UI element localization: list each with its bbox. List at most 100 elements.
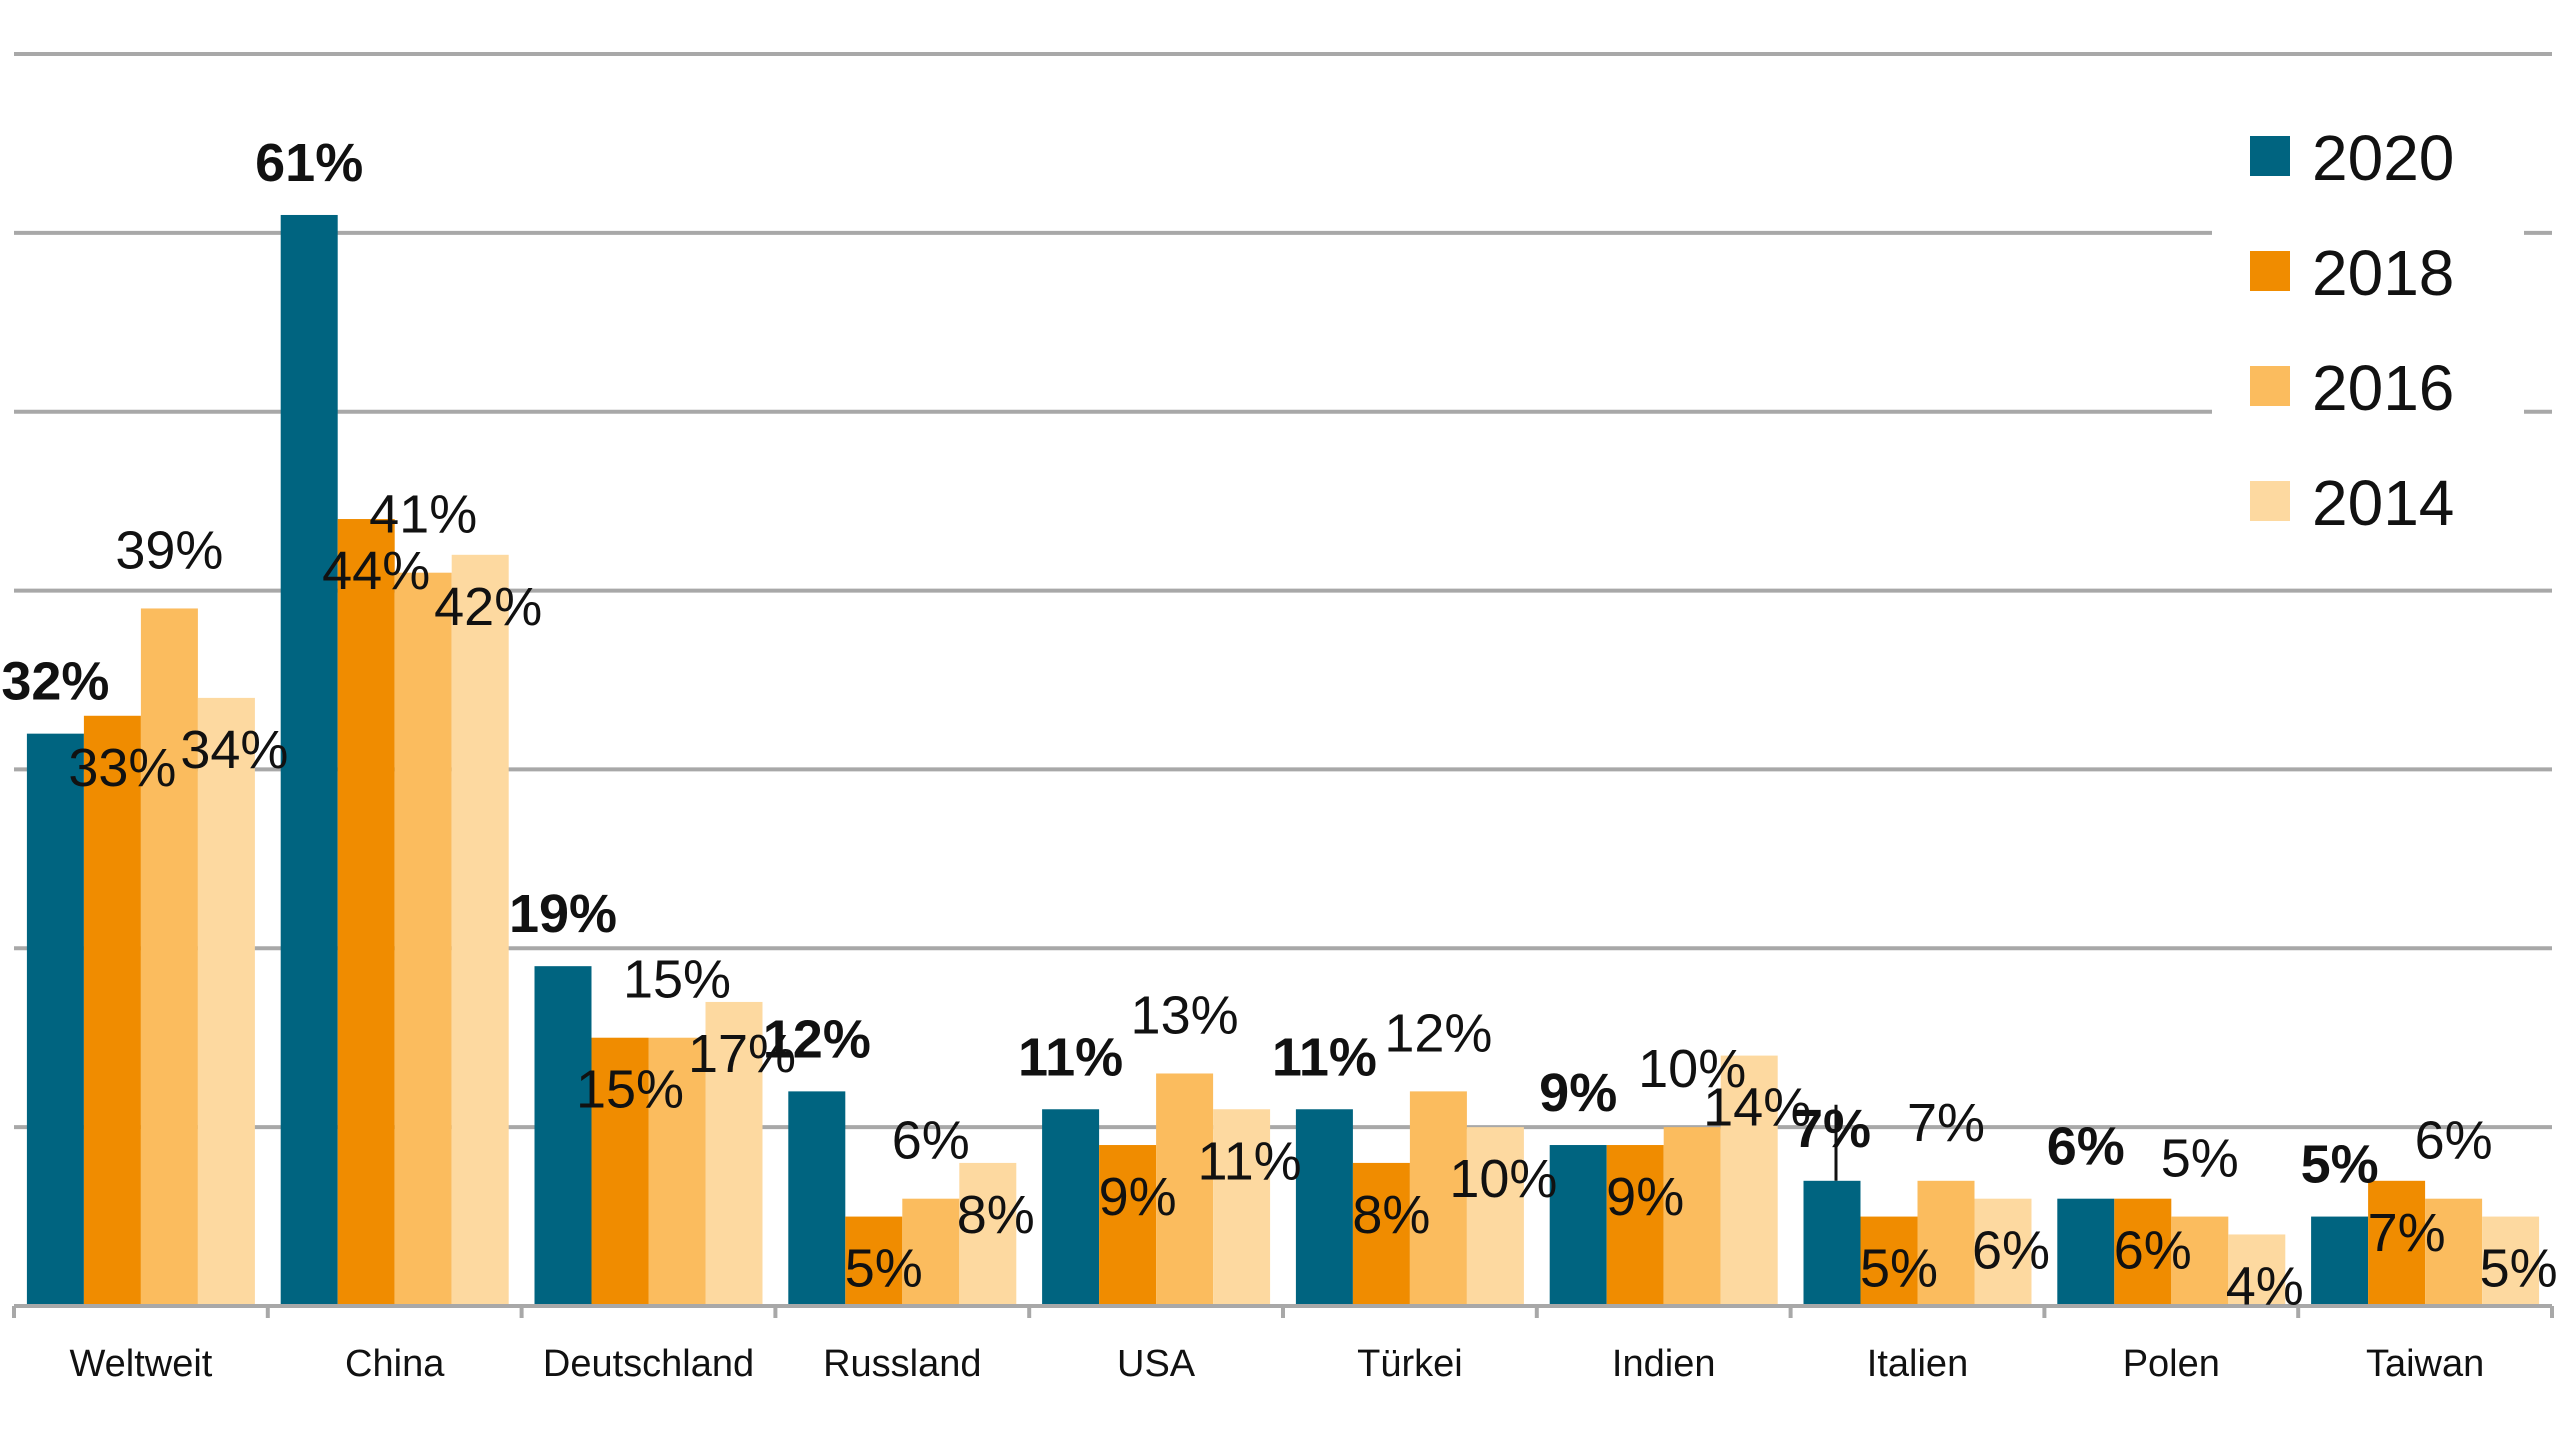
data-label-2020: 19% (509, 884, 617, 944)
bar-2020 (1549, 1145, 1607, 1306)
data-label-2018: 33% (68, 738, 176, 798)
data-label-2014: 4% (2226, 1256, 2304, 1316)
data-label-2020: 11% (1272, 1027, 1377, 1087)
data-label-2016: 6% (2415, 1111, 2493, 1171)
legend: 2020 2018 2016 2014 (2212, 92, 2524, 552)
bar-2018 (1606, 1145, 1664, 1306)
bar-2016 (2425, 1198, 2483, 1306)
data-label-2016: 6% (892, 1111, 970, 1171)
data-label-2018: 7% (2368, 1203, 2446, 1263)
data-label-2016: 13% (1131, 985, 1239, 1045)
data-label-2014: 34% (180, 720, 288, 780)
data-label-2020: 61% (255, 133, 363, 193)
bar-2014 (197, 697, 255, 1306)
category-label: Italien (1867, 1343, 1968, 1385)
data-label-2016: 5% (2161, 1129, 2239, 1189)
category-label: Polen (2123, 1343, 2220, 1385)
bar-2014 (1466, 1127, 1524, 1306)
bar-2020 (2057, 1198, 2115, 1306)
data-label-2018: 15% (576, 1060, 684, 1120)
legend-swatch-2020 (2250, 136, 2290, 176)
bar-2018 (83, 715, 141, 1306)
bar-2018 (2368, 1180, 2426, 1306)
legend-swatch-2018 (2250, 251, 2290, 291)
bar-2020 (26, 733, 84, 1306)
bar-2018 (1099, 1145, 1157, 1306)
bar-2018 (591, 1037, 649, 1306)
bar-2014 (1213, 1109, 1271, 1306)
data-label-2016: 12% (1384, 1003, 1492, 1063)
data-label-2014: 8% (957, 1185, 1035, 1245)
data-label-2016: 15% (623, 950, 731, 1010)
x-axis (12, 1304, 2554, 1318)
bar-2016 (140, 608, 198, 1306)
bar-2014 (1720, 1055, 1778, 1306)
category-label: Taiwan (2366, 1343, 2484, 1385)
bar-2020 (2311, 1216, 2369, 1306)
bar-2016 (1156, 1073, 1214, 1306)
data-label-2020: 9% (1539, 1063, 1617, 1123)
data-label-2020: 7% (1793, 1099, 1871, 1159)
category-label: China (345, 1343, 445, 1385)
bar-2016 (902, 1198, 960, 1306)
data-label-2020: 12% (763, 1009, 871, 1069)
category-label: Deutschland (543, 1343, 754, 1385)
bar-2018 (1860, 1216, 1918, 1306)
data-label-2014: 6% (1972, 1221, 2050, 1281)
bar-2020 (788, 1091, 846, 1306)
bar-2020 (534, 966, 592, 1306)
category-labels: Weltweit China Deutschland Russland USA Türke… (69, 1343, 2484, 1385)
data-label-2014: 17% (688, 1024, 796, 1084)
data-label-2018: 5% (845, 1239, 923, 1299)
data-label-2014: 42% (434, 577, 542, 637)
data-label-2020: 5% (2301, 1135, 2379, 1195)
legend-swatch-2014 (2250, 481, 2290, 521)
bar-2018 (337, 519, 395, 1306)
category-label: Russland (823, 1343, 981, 1385)
bar-2020 (1295, 1109, 1353, 1306)
data-label-2014: 5% (2480, 1239, 2558, 1299)
data-label-2016: 39% (115, 520, 223, 580)
category-label: Indien (1612, 1343, 1716, 1385)
bar-2016 (394, 572, 452, 1306)
data-label-2014: 14% (1703, 1078, 1811, 1138)
data-label-2018: 5% (1860, 1239, 1938, 1299)
data-label-2014: 11% (1198, 1131, 1302, 1191)
value-labels: 32%61%19%12% 11% 11%9%7% 6% 5%33%44%15%5%9% 8… (1, 133, 2557, 1316)
category-label: USA (1117, 1343, 1196, 1385)
data-label-2020: 32% (1, 652, 109, 712)
bar-2020 (1803, 1180, 1861, 1306)
bar-2014 (705, 1001, 763, 1306)
legend-label-2014: 2014 (2312, 467, 2454, 539)
bar-2016 (1917, 1180, 1975, 1306)
data-label-2016: 41% (369, 485, 477, 545)
bar-2014 (2228, 1234, 2286, 1306)
data-label-2016: 10% (1638, 1039, 1746, 1099)
legend-swatch-2016 (2250, 366, 2290, 406)
bar-2016 (1409, 1091, 1467, 1306)
category-label: Türkei (1357, 1343, 1463, 1385)
data-label-2018: 9% (1099, 1167, 1177, 1227)
legend-label-2016: 2016 (2312, 352, 2454, 424)
bar-2016 (1663, 1127, 1721, 1306)
legend-label-2018: 2018 (2312, 237, 2454, 309)
data-label-2016: 7% (1907, 1093, 1985, 1153)
legend-label-2020: 2020 (2312, 122, 2454, 194)
bar-2014 (2482, 1216, 2540, 1306)
data-label-2018: 6% (2114, 1221, 2192, 1281)
bar-2016 (2171, 1216, 2229, 1306)
bar-2018 (845, 1216, 903, 1306)
data-label-2018: 9% (1606, 1167, 1684, 1227)
bar-2020 (280, 214, 338, 1306)
data-label-2018: 44% (322, 541, 430, 601)
data-label-2018: 8% (1352, 1185, 1430, 1245)
bars (26, 214, 2540, 1306)
bar-2018 (1352, 1162, 1410, 1306)
data-label-2020: 6% (2047, 1117, 2125, 1177)
data-label-2014: 10% (1449, 1149, 1557, 1209)
bar-2014 (1974, 1198, 2032, 1306)
bar-2014 (451, 554, 509, 1306)
bar-2016 (648, 1037, 706, 1306)
category-label: Weltweit (69, 1343, 212, 1385)
